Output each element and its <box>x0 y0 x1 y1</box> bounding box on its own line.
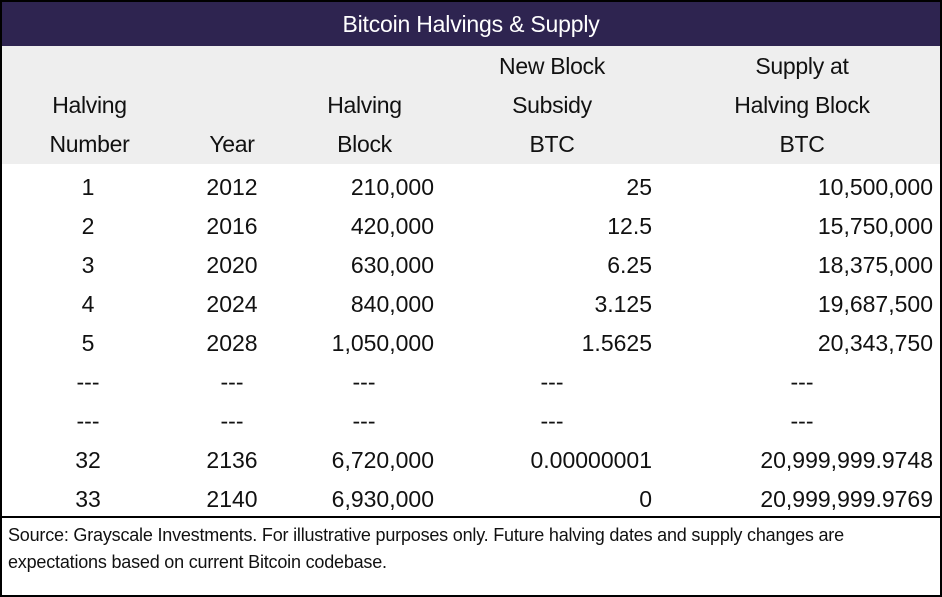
cell-supply: 18,375,000 <box>817 252 933 278</box>
cell-year: 2016 <box>206 213 258 239</box>
cell-supply: 10,500,000 <box>817 174 933 200</box>
cell-halving-block: 6,720,000 <box>331 447 434 473</box>
header-line: Year <box>209 131 255 157</box>
cell-subsidy: 6.25 <box>607 252 652 278</box>
header-line: Halving <box>52 92 127 118</box>
cell-halving-number: --- <box>76 408 100 434</box>
cell-halving-number: 3 <box>81 252 95 278</box>
header-line: Supply at <box>755 53 849 79</box>
cell-halving-number: 33 <box>75 486 101 512</box>
header-line: Subsidy <box>512 92 592 118</box>
table-row-ellipsis: --- --- --- --- --- <box>2 402 940 441</box>
cell-subsidy: 12.5 <box>607 213 652 239</box>
header-line: BTC <box>529 131 575 157</box>
cell-subsidy: --- <box>540 369 564 395</box>
cell-supply: 15,750,000 <box>817 213 933 239</box>
cell-halving-block: 210,000 <box>350 174 434 200</box>
table-title: Bitcoin Halvings & Supply <box>2 2 940 46</box>
cell-halving-number: --- <box>76 369 100 395</box>
cell-halving-block: --- <box>352 408 376 434</box>
header-line: Block <box>337 131 392 157</box>
cell-halving-block: 420,000 <box>350 213 434 239</box>
table-row-ellipsis: --- --- --- --- --- <box>2 363 940 402</box>
table-row: 32 2136 6,720,000 0.00000001 20,999,999.… <box>2 441 940 480</box>
cell-subsidy: 3.125 <box>594 291 652 317</box>
cell-subsidy: 0.00000001 <box>530 447 652 473</box>
cell-halving-block: 630,000 <box>350 252 434 278</box>
header-halving-block: Halving Block <box>307 86 422 164</box>
cell-year: --- <box>220 408 244 434</box>
cell-halving-number: 1 <box>81 174 95 200</box>
cell-year: 2028 <box>206 330 258 356</box>
cell-halving-number: 5 <box>81 330 95 356</box>
table-row: 4 2024 840,000 3.125 19,687,500 <box>2 285 940 324</box>
cell-year: 2140 <box>206 486 258 512</box>
cell-halving-number: 4 <box>81 291 95 317</box>
header-line: BTC <box>779 131 825 157</box>
cell-halving-number: 2 <box>81 213 95 239</box>
cell-halving-block: 6,930,000 <box>331 486 434 512</box>
cell-year: 2136 <box>206 447 258 473</box>
table-row: 3 2020 630,000 6.25 18,375,000 <box>2 246 940 285</box>
table-row: 2 2016 420,000 12.5 15,750,000 <box>2 207 940 246</box>
table-row: 1 2012 210,000 25 10,500,000 <box>2 168 940 207</box>
cell-year: 2020 <box>206 252 258 278</box>
cell-supply: --- <box>790 408 814 434</box>
cell-supply: 20,999,999.9748 <box>760 447 933 473</box>
cell-subsidy: 25 <box>626 174 652 200</box>
cell-year: 2012 <box>206 174 258 200</box>
table-body: 1 2012 210,000 25 10,500,000 2 2016 420,… <box>2 164 940 516</box>
table-row: 33 2140 6,930,000 0 20,999,999.9769 <box>2 480 940 519</box>
header-line: Halving Block <box>734 92 870 118</box>
cell-subsidy: --- <box>540 408 564 434</box>
header-line: Halving <box>327 92 402 118</box>
cell-halving-block: 840,000 <box>350 291 434 317</box>
header-year: Year <box>192 125 272 164</box>
source-note: Source: Grayscale Investments. For illus… <box>2 516 940 580</box>
header-supply-at-halving: Supply at Halving Block BTC <box>702 47 902 164</box>
header-line: New Block <box>499 53 605 79</box>
cell-supply: 19,687,500 <box>817 291 933 317</box>
header-line: Number <box>49 131 130 157</box>
cell-year: 2024 <box>206 291 258 317</box>
table-header: Halving Number Year Halving Block New Bl… <box>2 46 940 164</box>
table-row: 5 2028 1,050,000 1.5625 20,343,750 <box>2 324 940 363</box>
cell-supply: 20,343,750 <box>817 330 933 356</box>
cell-supply: 20,999,999.9769 <box>760 486 933 512</box>
header-halving-number: Halving Number <box>32 86 147 164</box>
cell-halving-number: 32 <box>75 447 101 473</box>
header-new-block-subsidy: New Block Subsidy BTC <box>472 47 632 164</box>
cell-year: --- <box>220 369 244 395</box>
cell-halving-block: --- <box>352 369 376 395</box>
cell-halving-block: 1,050,000 <box>331 330 434 356</box>
cell-subsidy: 0 <box>639 486 652 512</box>
cell-subsidy: 1.5625 <box>581 330 652 356</box>
cell-supply: --- <box>790 369 814 395</box>
